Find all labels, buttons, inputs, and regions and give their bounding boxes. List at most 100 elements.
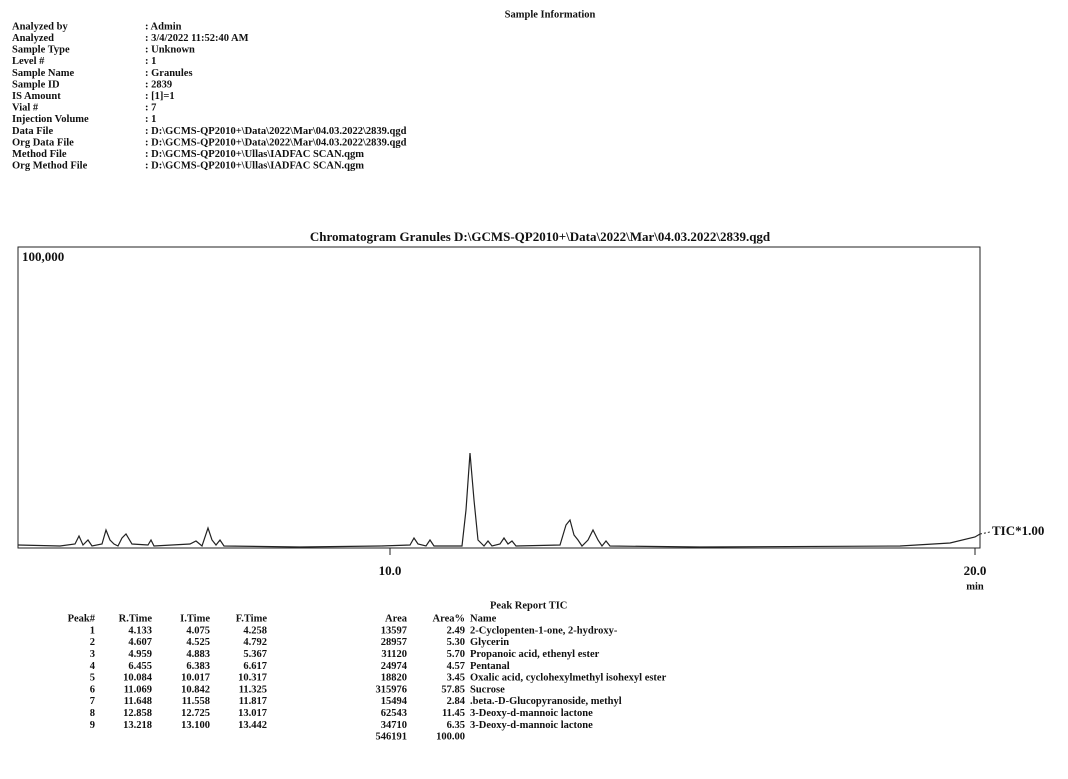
- table-cell: 4.792: [243, 637, 267, 648]
- info-value: : D:\GCMS-QP2010+\Ullas\IADFAC SCAN.qgm: [145, 149, 364, 160]
- info-label: Analyzed by: [12, 21, 68, 32]
- table-cell: 4.525: [186, 637, 210, 648]
- table-cell: 11.558: [182, 696, 210, 707]
- table-cell: Glycerin: [470, 637, 509, 648]
- table-cell: 6.617: [243, 661, 267, 672]
- info-value: : Unknown: [145, 45, 195, 56]
- table-cell: 12.725: [181, 708, 210, 719]
- table-cell: 12.858: [123, 708, 152, 719]
- table-cell: 13.100: [181, 720, 210, 731]
- table-cell: 2: [90, 637, 95, 648]
- table-cell: 28957: [381, 637, 407, 648]
- table-cell: 4.258: [243, 625, 267, 636]
- info-value: : D:\GCMS-QP2010+\Data\2022\Mar\04.03.20…: [145, 126, 407, 137]
- table-cell: 6.383: [186, 661, 210, 672]
- table-cell: 6.35: [447, 720, 465, 731]
- x-label: 20.0: [964, 563, 987, 578]
- report-title: Peak Report TIC: [490, 600, 567, 611]
- table-cell: 34710: [381, 720, 407, 731]
- table-cell: Pentanal: [470, 661, 510, 672]
- chromatogram-title: Chromatogram Granules D:\GCMS-QP2010+\Da…: [310, 229, 771, 244]
- table-cell: 4: [90, 661, 96, 672]
- info-value: : D:\GCMS-QP2010+\Ullas\IADFAC SCAN.qgm: [145, 161, 364, 172]
- info-value: : Granules: [145, 68, 193, 79]
- x-unit: min: [966, 581, 984, 592]
- table-cell: 10.842: [181, 684, 210, 695]
- info-value: : [1]=1: [145, 91, 175, 102]
- info-label: Data File: [12, 126, 53, 137]
- table-cell: 4.075: [186, 625, 210, 636]
- info-label: Analyzed: [12, 33, 54, 44]
- table-cell: 57.85: [441, 684, 465, 695]
- table-cell: 3.45: [447, 673, 465, 684]
- total-cell: 100.00: [436, 732, 465, 743]
- column-header: Area: [385, 613, 408, 624]
- info-value: : 1: [145, 114, 156, 125]
- info-label: Level #: [12, 56, 45, 67]
- table-cell: 5: [90, 673, 95, 684]
- table-cell: 1: [90, 625, 95, 636]
- table-cell: 11.069: [124, 684, 152, 695]
- column-header: F.Time: [236, 613, 268, 624]
- info-label: Vial #: [12, 103, 39, 114]
- table-cell: 11.45: [442, 708, 465, 719]
- table-cell: 5.367: [243, 649, 267, 660]
- info-title: Sample Information: [505, 9, 596, 20]
- table-cell: .beta.-D-Glucopyranoside, methyl: [470, 696, 622, 707]
- table-cell: 6.455: [128, 661, 152, 672]
- table-cell: 31120: [381, 649, 407, 660]
- table-cell: 9: [90, 720, 95, 731]
- column-header: I.Time: [180, 613, 210, 624]
- table-cell: 11.325: [239, 684, 267, 695]
- column-header: Name: [470, 613, 497, 624]
- column-header: Peak#: [68, 613, 96, 624]
- table-cell: 5.30: [447, 637, 465, 648]
- table-cell: 62543: [381, 708, 407, 719]
- table-cell: 13.442: [238, 720, 267, 731]
- info-label: Method File: [12, 149, 67, 160]
- info-label: Sample Name: [12, 68, 74, 79]
- table-cell: 13597: [381, 625, 407, 636]
- table-cell: 3-Deoxy-d-mannoic lactone: [470, 708, 593, 719]
- y-max-label: 100,000: [22, 249, 64, 264]
- tic-trace: [17, 452, 981, 548]
- info-label: Org Method File: [12, 161, 88, 172]
- column-header: Area%: [433, 613, 465, 624]
- table-cell: 2-Cyclopenten-1-one, 2-hydroxy-: [470, 625, 618, 636]
- info-label: IS Amount: [12, 91, 61, 102]
- plot-frame: [17, 246, 981, 549]
- table-cell: 13.218: [123, 720, 152, 731]
- column-header: R.Time: [119, 613, 153, 624]
- info-value: : D:\GCMS-QP2010+\Data\2022\Mar\04.03.20…: [145, 137, 407, 148]
- sample-info: Analyzed by : Admin Analyzed : 3/4/2022 11:…: [12, 21, 407, 171]
- table-cell: 8: [90, 708, 95, 719]
- table-cell: 13.017: [238, 708, 267, 719]
- table-cell: 4.959: [128, 649, 152, 660]
- table-cell: 10.084: [123, 673, 153, 684]
- table-cell: 3: [90, 649, 95, 660]
- table-cell: 11.648: [124, 696, 152, 707]
- table-cell: 15494: [381, 696, 408, 707]
- table-cell: 11.817: [239, 696, 267, 707]
- table-cell: 315976: [376, 684, 408, 695]
- table-cell: 4.133: [128, 625, 152, 636]
- info-label: Injection Volume: [12, 114, 89, 125]
- table-cell: 10.017: [181, 673, 210, 684]
- info-label: Org Data File: [12, 137, 74, 148]
- table-cell: 2.84: [447, 696, 466, 707]
- trace-label: TIC*1.00: [992, 523, 1044, 538]
- info-value: : 1: [145, 56, 156, 67]
- trace-leader: [979, 531, 991, 535]
- info-value: : 3/4/2022 11:52:40 AM: [145, 33, 249, 44]
- table-cell: 5.70: [447, 649, 465, 660]
- info-value: : Admin: [145, 21, 182, 32]
- x-label: 10.0: [379, 563, 402, 578]
- table-cell: 4.607: [128, 637, 152, 648]
- info-label: Sample Type: [12, 45, 70, 56]
- table-cell: Oxalic acid, cyclohexylmethyl isohexyl e…: [470, 673, 667, 684]
- table-cell: 7: [90, 696, 95, 707]
- table-cell: 4.57: [447, 661, 465, 672]
- total-cell: 546191: [376, 732, 408, 743]
- info-value: : 2839: [145, 79, 172, 90]
